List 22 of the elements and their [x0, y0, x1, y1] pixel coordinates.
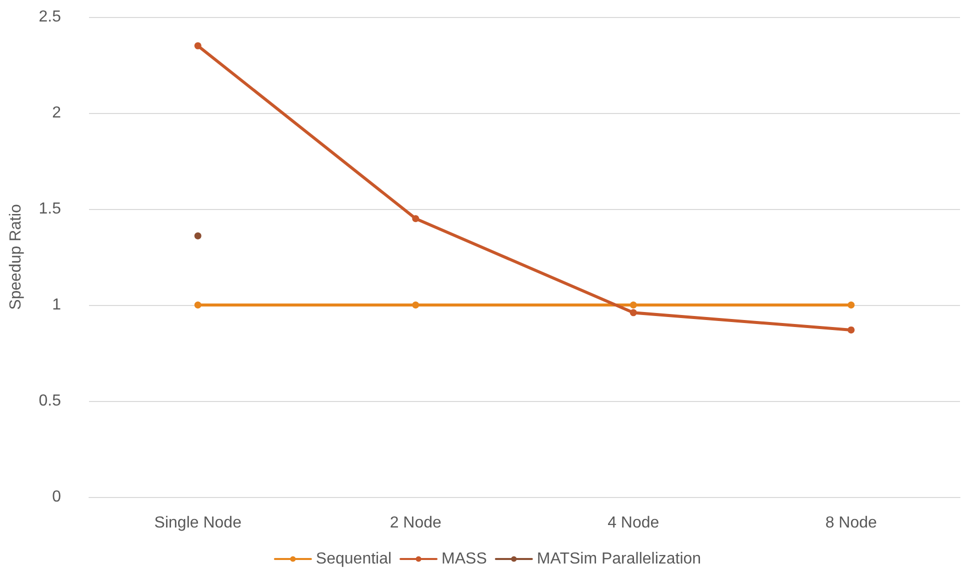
legend-label: MATSim Parallelization	[536, 550, 702, 568]
x-tick-label: 2 Node	[390, 514, 442, 532]
x-tick-label: Single Node	[154, 514, 242, 532]
y-axis-title: Speedup Ratio	[8, 204, 24, 310]
point	[848, 326, 855, 334]
point	[848, 302, 855, 308]
legend-label: Sequential	[316, 550, 392, 568]
point	[412, 302, 420, 308]
y-tick-label: 2	[52, 104, 62, 122]
y-tick-label: 1.5	[38, 200, 62, 218]
y-tick-label: 2.5	[38, 8, 62, 26]
point	[194, 42, 202, 50]
point	[194, 302, 202, 308]
x-tick-label: 8 Node	[825, 514, 878, 532]
x-tick-label: 4 Node	[608, 514, 660, 532]
y-tick-label: 0	[52, 488, 62, 506]
y-tick-label: 0.5	[38, 392, 62, 410]
y-tick-label: 1	[52, 296, 62, 314]
point	[630, 302, 637, 308]
point	[630, 309, 637, 316]
point	[412, 215, 420, 222]
legend-label: MASS	[442, 550, 487, 568]
